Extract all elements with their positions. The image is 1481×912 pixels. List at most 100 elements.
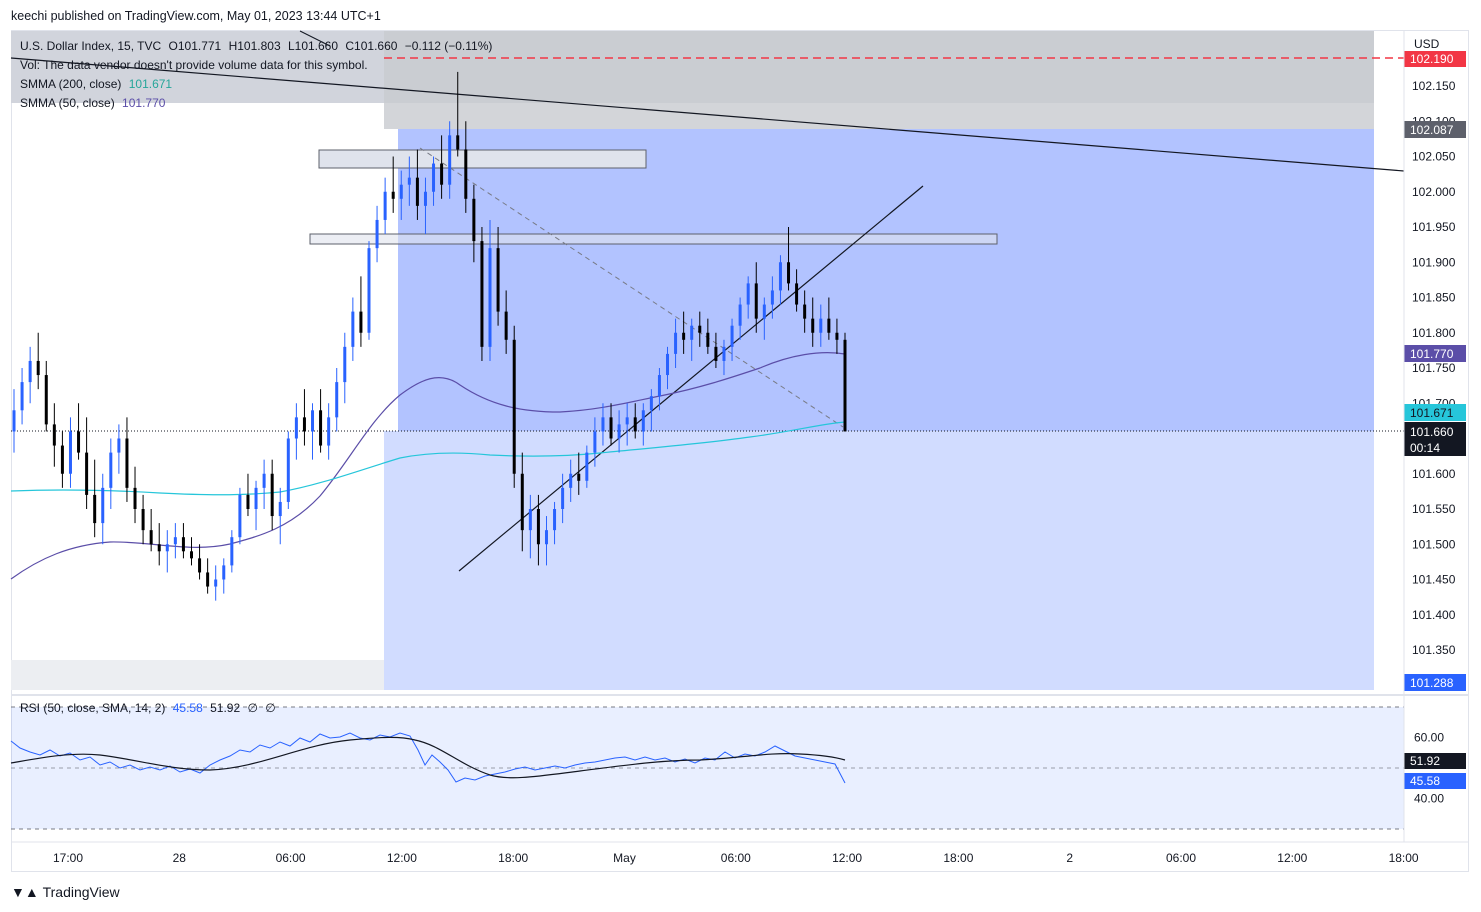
candle-body[interactable] [141, 509, 145, 531]
candle-body[interactable] [230, 537, 234, 566]
candle-body[interactable] [464, 149, 468, 199]
candle-body[interactable] [528, 509, 532, 531]
candle-body[interactable] [367, 248, 371, 333]
candle-body[interactable] [795, 283, 799, 305]
candle-body[interactable] [617, 424, 621, 439]
candle-body[interactable] [682, 332, 686, 340]
ascending-trendline[interactable] [458, 185, 924, 572]
candle-body[interactable] [770, 290, 774, 305]
candle-body[interactable] [52, 424, 56, 446]
candle-body[interactable] [456, 135, 460, 150]
candle-body[interactable] [294, 417, 298, 439]
candle-body[interactable] [601, 417, 605, 432]
candles-group[interactable] [12, 71, 847, 601]
candle-body[interactable] [157, 544, 161, 552]
candle-body[interactable] [649, 396, 653, 411]
candle-body[interactable] [327, 417, 331, 446]
candle-body[interactable] [246, 494, 250, 509]
candle-body[interactable] [674, 332, 678, 354]
candle-body[interactable] [722, 346, 726, 361]
candle-body[interactable] [117, 438, 121, 453]
candle-body[interactable] [319, 410, 323, 446]
smma50-legend[interactable]: SMMA (50, close) 101.770 [20, 95, 169, 111]
candle-body[interactable] [68, 431, 72, 474]
candle-body[interactable] [391, 191, 395, 199]
candle-body[interactable] [20, 382, 24, 411]
candle-body[interactable] [569, 473, 573, 488]
supply-box-lower[interactable] [309, 233, 998, 245]
candle-body[interactable] [238, 494, 242, 538]
candle-body[interactable] [440, 163, 444, 185]
candle-body[interactable] [133, 487, 137, 509]
candle-body[interactable] [536, 509, 540, 545]
candle-body[interactable] [690, 325, 694, 340]
smma200-legend[interactable]: SMMA (200, close) 101.671 [20, 76, 176, 92]
candle-body[interactable] [173, 537, 177, 545]
candle-body[interactable] [698, 325, 702, 333]
candle-body[interactable] [593, 431, 597, 453]
candle-body[interactable] [512, 339, 516, 474]
candle-body[interactable] [544, 530, 548, 545]
candle-body[interactable] [165, 544, 169, 552]
candle-body[interactable] [778, 262, 782, 291]
candle-body[interactable] [714, 346, 718, 361]
smma200-label[interactable]: SMMA (200, close) [20, 77, 122, 91]
candle-body[interactable] [311, 410, 315, 432]
candle-body[interactable] [343, 346, 347, 383]
candle-body[interactable] [278, 501, 282, 517]
candle-body[interactable] [407, 177, 411, 185]
candle-body[interactable] [125, 438, 129, 488]
candle-body[interactable] [214, 579, 218, 587]
candle-body[interactable] [28, 360, 32, 383]
candle-body[interactable] [827, 318, 831, 333]
candle-body[interactable] [359, 311, 363, 333]
rsi-label[interactable]: RSI (50, close, SMA, 14, 2) [20, 701, 166, 715]
smma200-line[interactable] [10, 421, 846, 496]
candle-body[interactable] [351, 311, 355, 347]
candle-body[interactable] [738, 304, 742, 326]
candle-body[interactable] [585, 452, 589, 481]
candle-body[interactable] [93, 494, 97, 524]
rsi-axis[interactable]: 60.00 40.00 [1414, 731, 1444, 806]
candle-body[interactable] [60, 445, 64, 474]
smma50-line[interactable] [10, 352, 846, 580]
candle-body[interactable] [101, 487, 105, 524]
candle-body[interactable] [641, 410, 645, 432]
candle-body[interactable] [762, 304, 766, 319]
tradingview-logo[interactable]: ▼▲ TradingView [11, 884, 120, 900]
candle-body[interactable] [787, 262, 791, 284]
candle-body[interactable] [375, 219, 379, 249]
supply-box-upper[interactable] [318, 149, 647, 169]
candle-body[interactable] [730, 325, 734, 347]
candle-body[interactable] [633, 417, 637, 432]
candle-body[interactable] [754, 283, 758, 319]
candle-body[interactable] [262, 473, 266, 488]
symbol-name[interactable]: U.S. Dollar Index, 15, TVC [20, 39, 162, 53]
candle-body[interactable] [448, 135, 452, 185]
candle-body[interactable] [383, 191, 387, 220]
rsi-line[interactable] [10, 732, 846, 784]
candle-body[interactable] [189, 551, 193, 559]
candle-body[interactable] [335, 382, 339, 418]
candle-body[interactable] [803, 304, 807, 319]
candle-body[interactable] [85, 452, 89, 495]
candle-body[interactable] [625, 417, 629, 425]
candle-body[interactable] [423, 191, 427, 206]
candle-body[interactable] [415, 177, 419, 206]
smma50-label[interactable]: SMMA (50, close) [20, 96, 115, 110]
candle-body[interactable] [504, 311, 508, 340]
candle-body[interactable] [149, 530, 153, 545]
candle-body[interactable] [44, 375, 48, 425]
candle-body[interactable] [488, 248, 492, 347]
candle-body[interactable] [286, 438, 290, 502]
candle-body[interactable] [835, 332, 839, 340]
rsi-legend[interactable]: RSI (50, close, SMA, 14, 2) 45.58 51.92 … [20, 700, 280, 716]
candle-body[interactable] [36, 360, 40, 376]
candle-body[interactable] [206, 572, 210, 587]
candle-body[interactable] [657, 375, 661, 397]
candle-body[interactable] [472, 198, 476, 242]
candle-body[interactable] [496, 248, 500, 312]
candle-body[interactable] [520, 473, 524, 531]
candle-body[interactable] [432, 163, 436, 192]
